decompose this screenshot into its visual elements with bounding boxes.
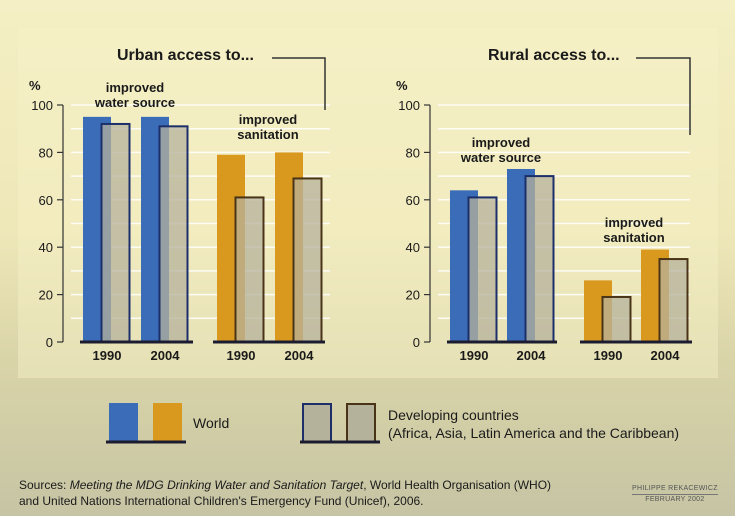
y-axis-label: %	[29, 78, 41, 93]
x-tick-label: 2004	[151, 348, 181, 363]
y-tick-label: 0	[46, 335, 53, 350]
credit: PHILIPPE REKACEWICZ FEBRUARY 2002	[632, 484, 718, 505]
group-label: sanitation	[237, 127, 298, 142]
group-label: water source	[94, 95, 175, 110]
legend-label-world: World	[193, 415, 229, 431]
x-tick-label: 1990	[460, 348, 489, 363]
group-label: water source	[460, 150, 541, 165]
group-label: improved	[106, 80, 165, 95]
legend-swatch-world-water	[109, 403, 138, 443]
chart-title: Urban access to...	[117, 47, 254, 64]
bar-developing	[524, 175, 555, 343]
y-tick-label: 80	[39, 145, 53, 160]
legend-swatch-dev-sanitation	[346, 403, 376, 443]
bar-developing	[158, 125, 189, 343]
x-tick-label: 2004	[517, 348, 547, 363]
y-tick-label: 40	[406, 240, 420, 255]
y-tick-label: 20	[406, 288, 420, 303]
group-label: improved	[472, 135, 531, 150]
sources-line2: and United Nations International Childre…	[19, 494, 424, 508]
x-tick-label: 2004	[285, 348, 315, 363]
y-tick-label: 100	[31, 98, 53, 113]
title-connector	[272, 57, 326, 110]
legend-label-developing: Developing countries	[388, 407, 519, 423]
y-tick-label: 80	[406, 145, 420, 160]
y-tick-label: 0	[413, 335, 420, 350]
x-tick-label: 1990	[594, 348, 623, 363]
sources-text: Sources: Meeting the MDG Drinking Water …	[19, 477, 551, 509]
y-tick-label: 100	[398, 98, 420, 113]
legend-swatch-dev-water	[302, 403, 332, 443]
bar-developing	[658, 258, 689, 343]
legend-label-developing-regions: (Africa, Asia, Latin America and the Car…	[388, 425, 679, 441]
sources-title: Meeting the MDG Drinking Water and Sanit…	[69, 478, 364, 492]
sources-rest: , World Health Organisation (WHO)	[363, 478, 552, 492]
bar-developing	[100, 122, 131, 343]
credit-date: FEBRUARY 2002	[645, 496, 705, 503]
legend-swatch-world-sanitation	[153, 403, 182, 443]
x-tick-label: 1990	[227, 348, 256, 363]
x-tick-label: 1990	[93, 348, 122, 363]
y-tick-label: 40	[39, 240, 53, 255]
bar-developing	[234, 196, 265, 343]
y-tick-label: 20	[39, 288, 53, 303]
x-tick-label: 2004	[651, 348, 681, 363]
title-connector	[636, 57, 691, 135]
bar-developing	[467, 196, 498, 343]
chart-title: Rural access to...	[488, 47, 620, 64]
y-axis-label: %	[396, 78, 408, 93]
group-label: sanitation	[603, 230, 664, 245]
sources-prefix: Sources:	[19, 478, 70, 492]
group-label: improved	[239, 112, 298, 127]
y-tick-label: 60	[406, 193, 420, 208]
credit-author: PHILIPPE REKACEWICZ	[632, 484, 718, 495]
y-tick-label: 60	[39, 193, 53, 208]
bar-developing	[292, 177, 323, 343]
group-label: improved	[605, 215, 664, 230]
bar-developing	[601, 295, 632, 343]
